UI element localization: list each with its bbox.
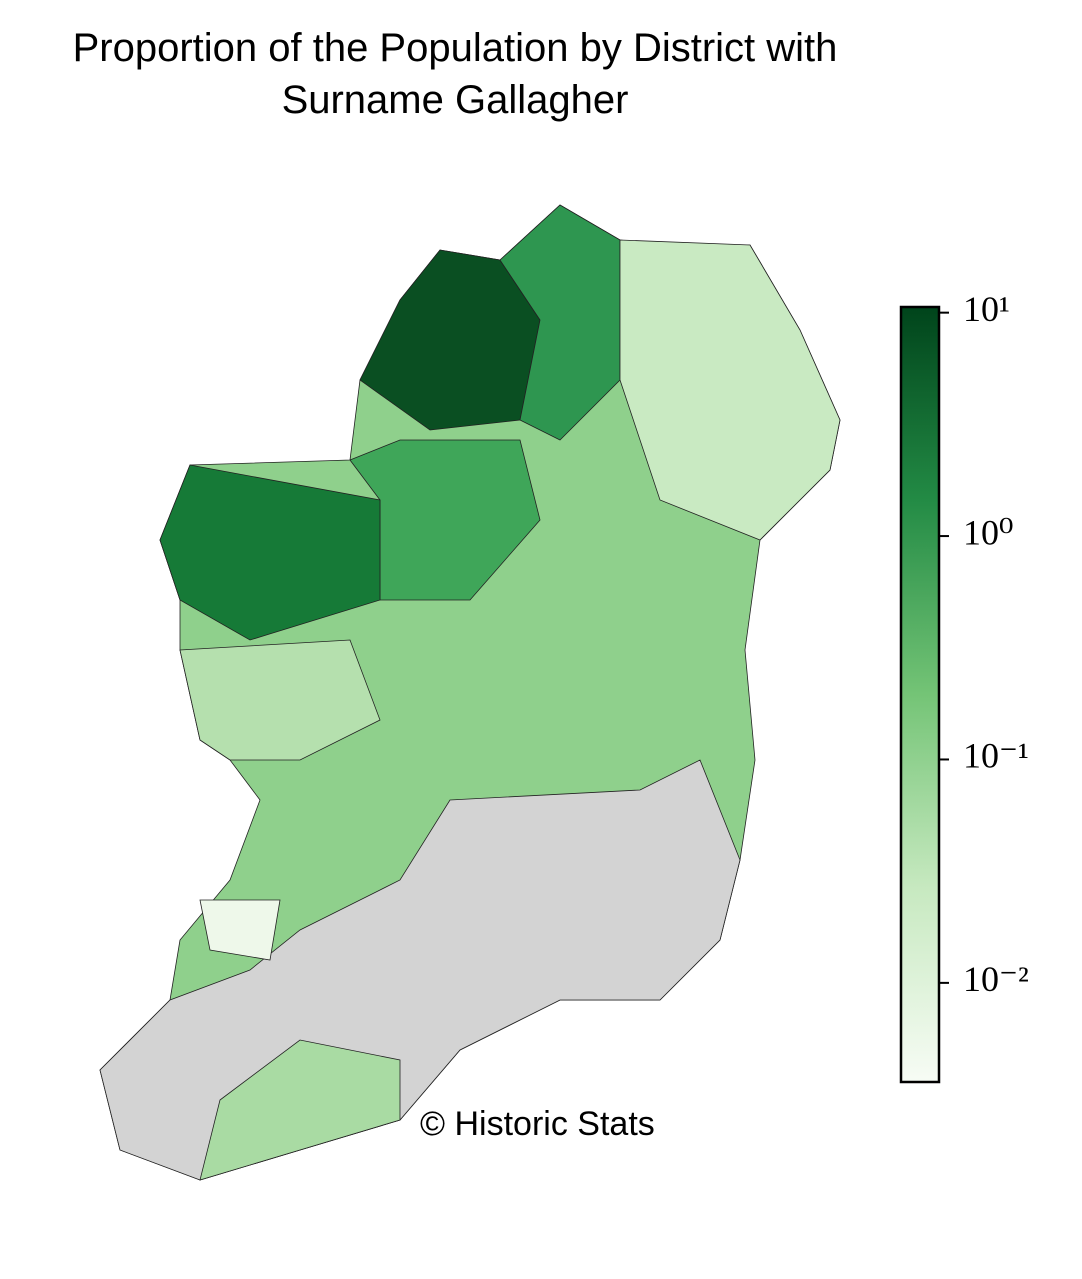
region — [199, 899, 281, 961]
credit: © Historic Stats — [420, 1105, 655, 1143]
region — [619, 239, 841, 541]
region — [499, 204, 621, 441]
colorbar-tick-label: 10⁻¹ — [963, 736, 1029, 776]
map — [99, 204, 841, 1181]
chart-title: Proportion of the Population by District… — [72, 26, 838, 122]
colorbar-tick-label: 10⁰ — [963, 512, 1013, 552]
colorbar-tick-label: 10⁻² — [963, 959, 1029, 999]
region — [199, 1039, 401, 1181]
region — [159, 464, 381, 641]
colorbar — [899, 305, 941, 1084]
colorbar-tick-label: 10¹ — [963, 289, 1010, 329]
region — [179, 639, 381, 761]
